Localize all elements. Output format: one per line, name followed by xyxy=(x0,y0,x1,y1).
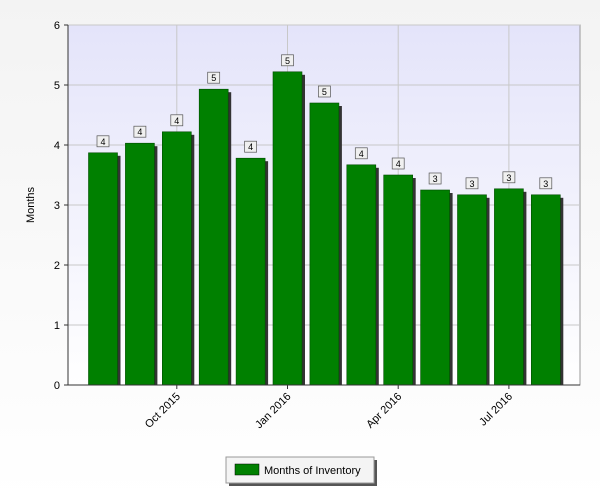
value-label: 4 xyxy=(137,127,142,137)
bar xyxy=(272,71,303,386)
value-label: 3 xyxy=(543,179,548,189)
bar xyxy=(383,174,414,386)
value-label: 3 xyxy=(506,173,511,183)
y-tick-label: 4 xyxy=(54,140,60,152)
bar xyxy=(88,152,118,386)
bar xyxy=(494,188,524,386)
bar xyxy=(162,131,192,386)
bar xyxy=(530,194,561,386)
value-label: 4 xyxy=(359,149,364,159)
value-label-box xyxy=(133,125,147,138)
y-tick-label: 6 xyxy=(54,20,60,32)
value-label: 4 xyxy=(248,142,253,152)
bar xyxy=(346,164,377,386)
value-label: 5 xyxy=(322,87,327,97)
value-label-box xyxy=(539,177,553,190)
bar xyxy=(457,194,487,386)
y-tick-label: 2 xyxy=(54,260,60,272)
y-tick-label: 3 xyxy=(54,200,60,212)
legend-swatch xyxy=(234,463,260,476)
bar xyxy=(125,142,155,386)
y-axis-label: Months xyxy=(25,186,37,223)
value-label-box xyxy=(465,177,479,190)
value-label-box xyxy=(354,147,368,160)
value-label: 5 xyxy=(211,73,216,83)
value-label-box xyxy=(318,85,331,98)
value-label-box xyxy=(207,71,221,84)
bar xyxy=(198,88,229,386)
y-tick-label: 1 xyxy=(54,320,60,332)
legend: Months of Inventory xyxy=(225,456,377,486)
value-label: 4 xyxy=(174,116,179,126)
bar xyxy=(420,189,450,386)
value-label-box xyxy=(502,171,516,184)
value-label-box xyxy=(391,157,405,170)
bar xyxy=(309,102,340,386)
legend-label: Months of Inventory xyxy=(264,465,361,477)
value-label-box xyxy=(244,140,257,153)
bar xyxy=(235,157,266,386)
value-label: 3 xyxy=(469,179,474,189)
value-label: 4 xyxy=(396,159,401,169)
value-label-box xyxy=(170,114,184,127)
value-label: 5 xyxy=(285,56,290,66)
y-tick-label: 5 xyxy=(54,80,60,92)
value-label-box xyxy=(96,135,110,148)
value-label-box xyxy=(281,54,294,67)
y-tick-label: 0 xyxy=(54,380,60,392)
value-label-box xyxy=(428,172,442,185)
value-label: 4 xyxy=(100,137,105,147)
value-label: 3 xyxy=(433,174,438,184)
